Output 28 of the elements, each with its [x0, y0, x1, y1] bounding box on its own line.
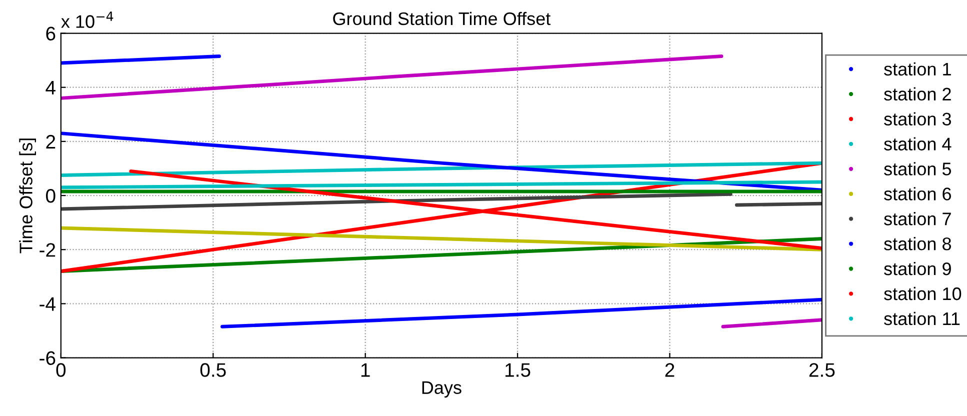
x-tick-label: 0 — [56, 363, 66, 377]
y-tick-label: -6 — [40, 351, 56, 365]
legend-label: station 9 — [884, 262, 951, 276]
legend-label: station 11 — [884, 312, 960, 326]
y-tick-label: 0 — [46, 188, 56, 203]
text: x 10$^{−4}$ — [61, 12, 114, 28]
y-tick-label: 2 — [46, 134, 56, 148]
y-tick-label: -4 — [40, 297, 56, 311]
legend-label: station 7 — [884, 212, 951, 226]
legend-label: station 6 — [884, 187, 951, 200]
legend-label: station 1 — [884, 62, 951, 76]
x-axis-title: Days — [422, 381, 462, 398]
y-axis-title: Time Offset [s] — [19, 138, 36, 254]
x-tick-label: 1.5 — [506, 363, 530, 377]
legend-label: station 5 — [884, 162, 952, 176]
legend-label: station 2 — [884, 87, 951, 101]
x-tick-label: 0.5 — [200, 363, 226, 377]
x-tick-label: 1 — [361, 363, 370, 377]
chart-title: Ground Station Time Offset — [333, 12, 551, 26]
x-tick-label: 2 — [665, 363, 674, 377]
legend-label: station 8 — [884, 237, 952, 250]
legend-label: station 3 — [884, 112, 951, 126]
y-tick-label: -2 — [40, 243, 56, 257]
x-tick-label: 2.5 — [809, 363, 835, 377]
y-tick-label: 6 — [46, 26, 56, 41]
y-tick-label: 4 — [46, 81, 56, 94]
legend-label: station 10 — [884, 286, 962, 300]
legend-label: station 4 — [884, 137, 952, 150]
